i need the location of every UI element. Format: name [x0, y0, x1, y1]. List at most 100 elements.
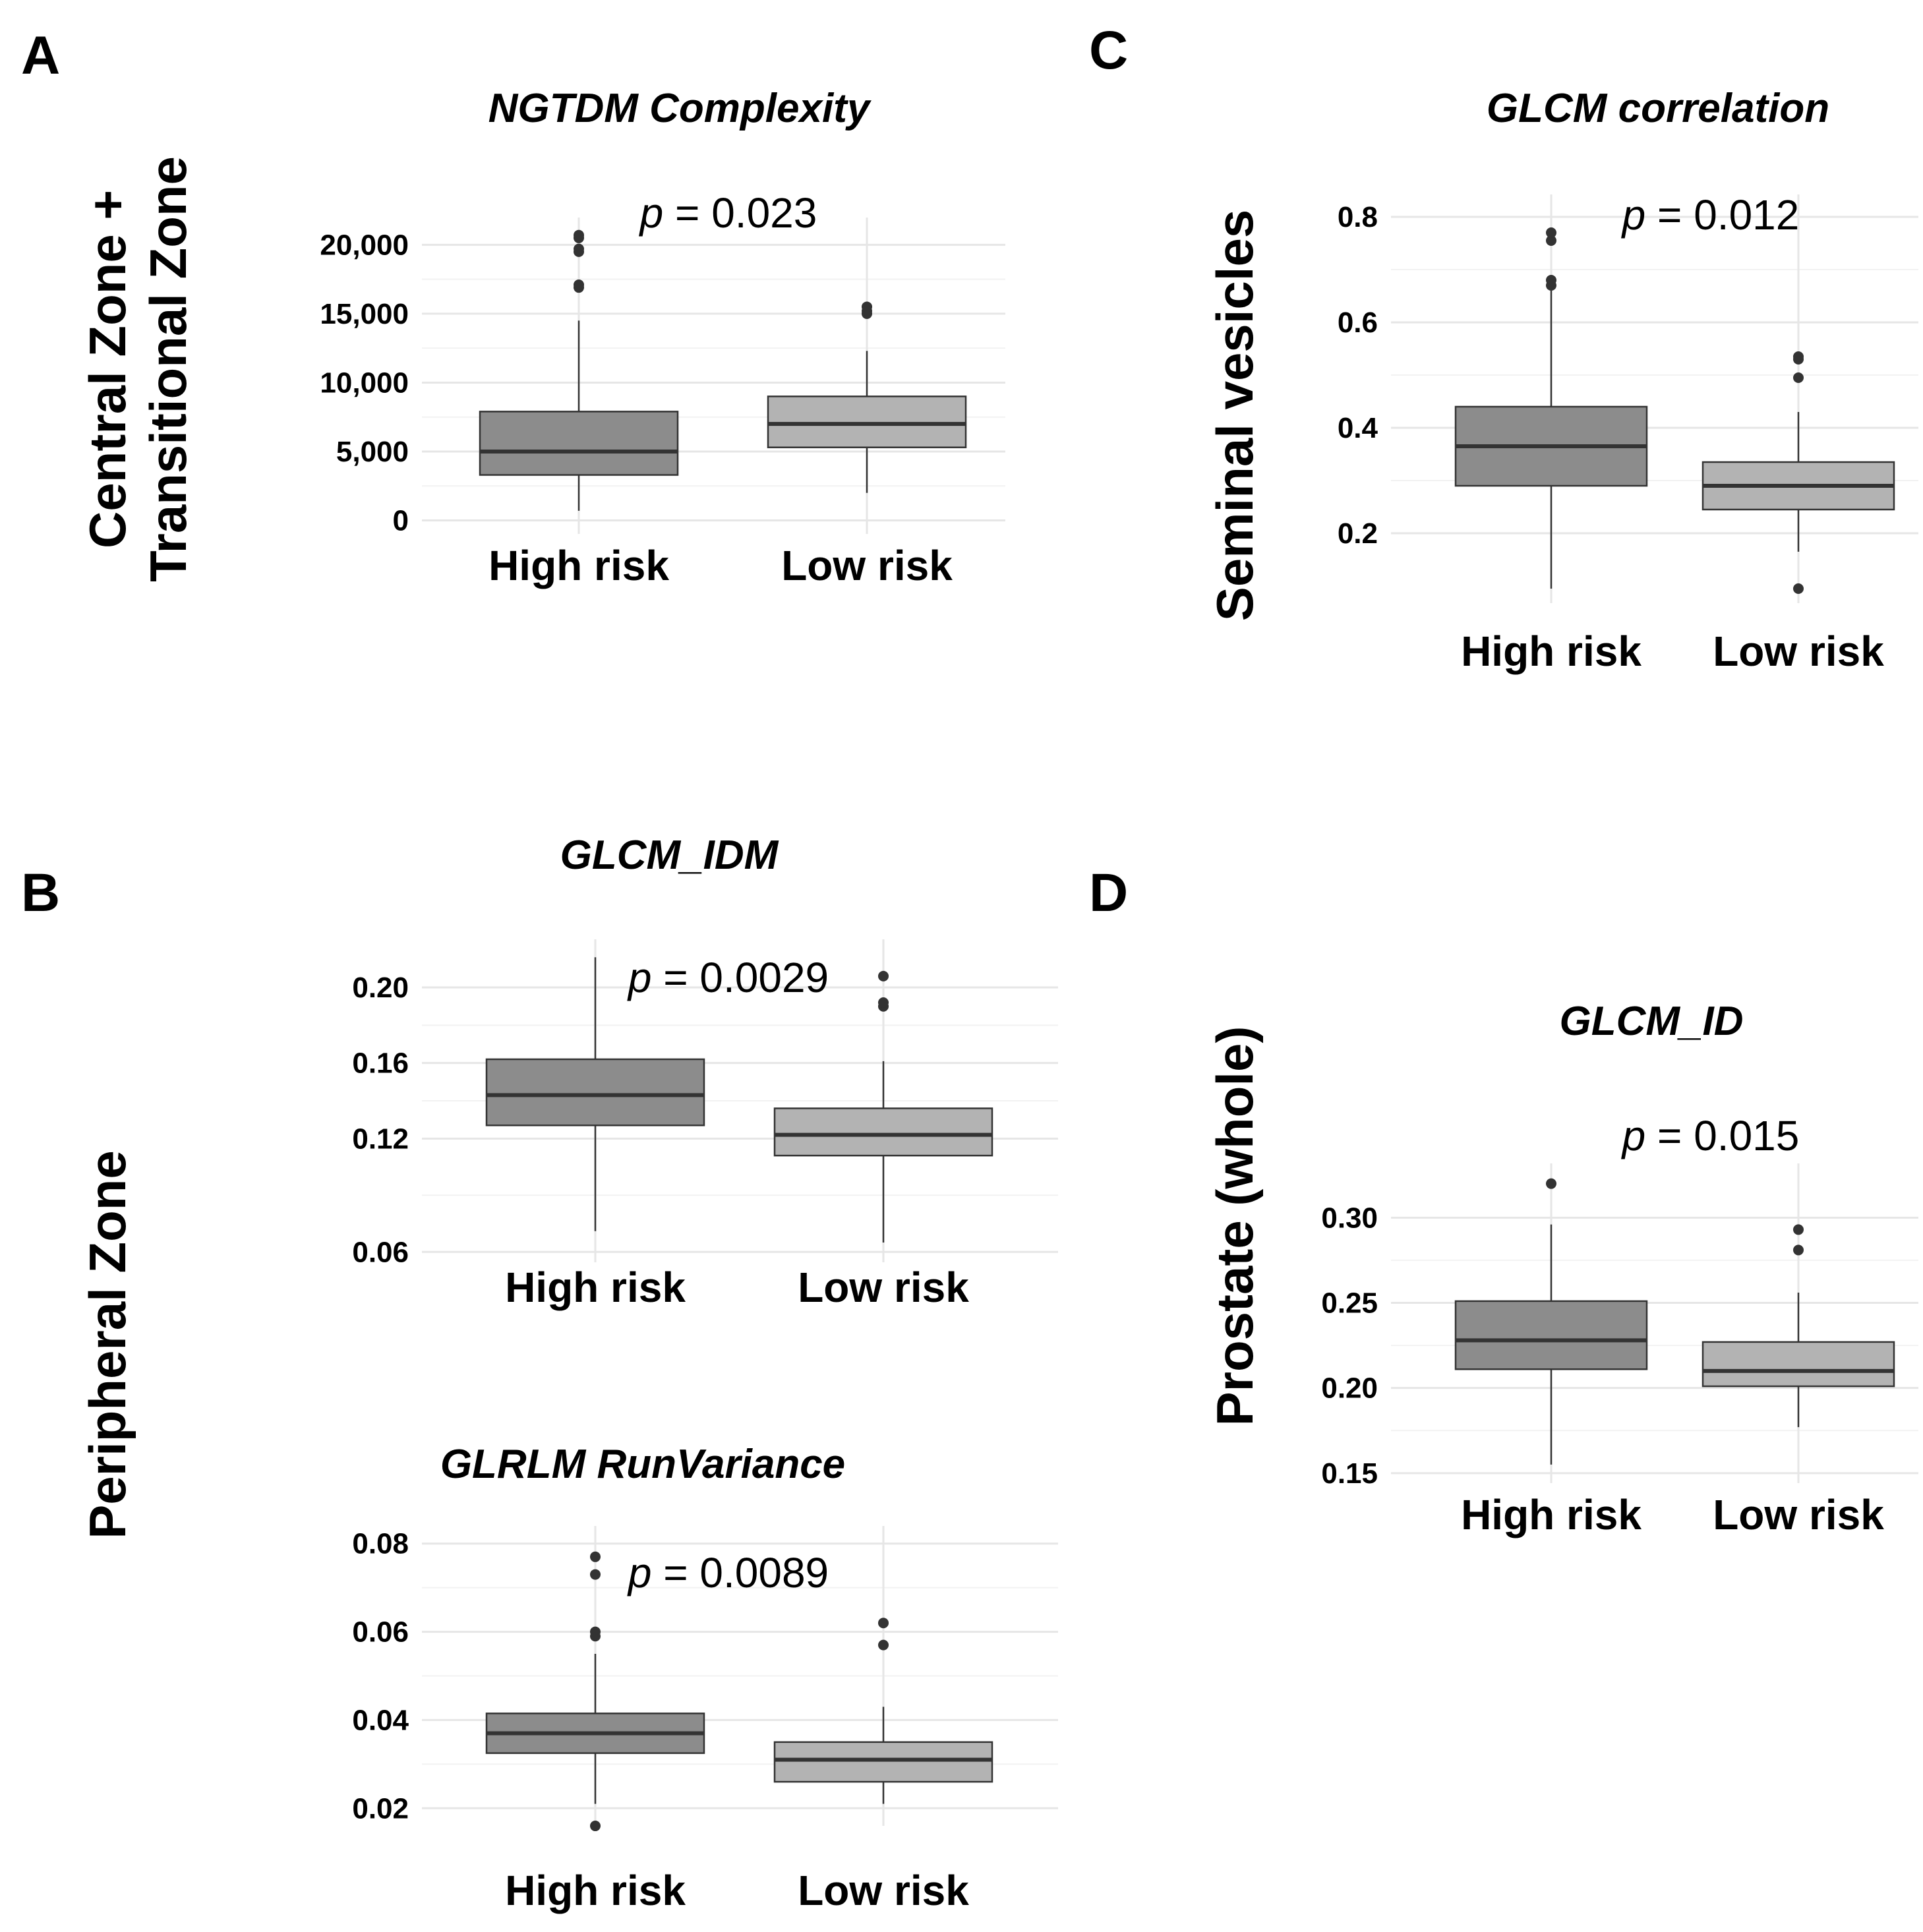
- outlier-point: [1546, 1178, 1556, 1189]
- p-value-annotation: p = 0.0089: [627, 1549, 829, 1596]
- y-tick-label: 0.30: [1321, 1202, 1378, 1234]
- panel-letter-c: C: [1089, 20, 1128, 80]
- outlier-point: [574, 279, 584, 290]
- y-tick-label: 0.4: [1338, 412, 1378, 444]
- box-high-risk: [479, 229, 679, 511]
- p-symbol: p: [639, 189, 664, 237]
- row-label-a-line1: Central Zone +: [78, 190, 136, 548]
- outlier-point: [878, 1639, 889, 1651]
- y-tick-label: 0.06: [352, 1236, 409, 1268]
- box-low-risk: [773, 970, 993, 1243]
- x-category-label: High risk: [1461, 628, 1642, 675]
- plot-title: NGTDM Complexity: [488, 86, 872, 131]
- outlier-point: [878, 997, 889, 1008]
- p-value: = 0.012: [1645, 191, 1799, 239]
- box-high-risk: [485, 957, 705, 1231]
- x-category-label: High risk: [1461, 1491, 1642, 1538]
- x-category-label: Low risk: [1713, 1491, 1884, 1538]
- y-tick-label: 0.8: [1338, 201, 1378, 233]
- y-tick-label: 0.06: [352, 1616, 409, 1649]
- box-high-risk: [1454, 227, 1648, 589]
- panel-letter-a: A: [21, 26, 60, 86]
- y-tick-label: 0.16: [352, 1047, 409, 1080]
- boxplot-glcm-correlation: 0.2 0.4 0.6 0.8 High risk Low risk GLCM correl…: [1338, 86, 1918, 675]
- x-category-label: Low risk: [798, 1264, 969, 1311]
- p-value: = 0.023: [663, 189, 817, 237]
- box-low-risk: [773, 1618, 993, 1804]
- iqr-box: [773, 1741, 993, 1783]
- outlier-point: [574, 229, 584, 241]
- box-high-risk: [1454, 1178, 1648, 1465]
- y-tick-label: 0: [393, 505, 409, 537]
- boxplot-glcm-idm: 0.06 0.12 0.16 0.20 High risk Low risk GLCM_ID…: [352, 833, 1058, 1311]
- outlier-point: [862, 301, 872, 312]
- boxplot-glrlm-runvariance: 0.02 0.04 0.06 0.08 High risk Low risk GLRLM R…: [352, 1442, 1058, 1914]
- outlier-point: [1546, 227, 1556, 238]
- y-tick-label: 0.08: [352, 1528, 409, 1560]
- x-category-label: Low risk: [781, 542, 953, 589]
- boxplot-glcm-id: 0.15 0.20 0.25 0.30 High risk Low risk GLCM_ID…: [1321, 999, 1918, 1538]
- iqr-box: [773, 1107, 993, 1157]
- outlier-point: [1793, 1224, 1804, 1235]
- iqr-box: [1454, 1300, 1648, 1370]
- y-tick-label: 0.04: [352, 1704, 409, 1736]
- p-value: = 0.0089: [651, 1549, 829, 1596]
- iqr-box: [1701, 1341, 1895, 1388]
- y-tick-label: 0.6: [1338, 307, 1378, 339]
- iqr-box: [767, 395, 967, 448]
- p-symbol: p: [1621, 191, 1646, 239]
- p-symbol: p: [627, 1549, 652, 1596]
- row-label-c: Seminal vesicles: [1206, 210, 1264, 621]
- iqr-box: [479, 411, 679, 476]
- boxplot-ngtdm-complexity: 0 5,000 10,000 15,000 20,000 High risk Low ris…: [320, 86, 1005, 589]
- outlier-point: [1793, 372, 1804, 383]
- plot-title: GLCM_IDM: [560, 833, 779, 878]
- outlier-point: [590, 1821, 601, 1832]
- y-tick-label: 0.20: [352, 972, 409, 1004]
- y-tick-label: 5,000: [336, 436, 409, 468]
- box-low-risk: [767, 301, 967, 493]
- x-category-label: High risk: [505, 1264, 686, 1311]
- p-value-annotation: p = 0.012: [1621, 191, 1800, 239]
- y-tick-label: 0.2: [1338, 517, 1378, 550]
- y-tick-label: 0.20: [1321, 1372, 1378, 1405]
- p-value-annotation: p = 0.023: [639, 189, 817, 237]
- plot-title: GLCM_ID: [1560, 999, 1744, 1044]
- p-value: = 0.0029: [651, 954, 829, 1001]
- outlier-point: [1793, 583, 1804, 594]
- box-low-risk: [1701, 1224, 1895, 1428]
- panel-letter-d: D: [1089, 863, 1128, 923]
- y-tick-label: 20,000: [320, 229, 409, 261]
- outlier-point: [1546, 275, 1556, 285]
- plot-title: GLRLM RunVariance: [440, 1442, 845, 1487]
- x-category-label: Low risk: [798, 1867, 969, 1914]
- y-tick-label: 0.12: [352, 1123, 409, 1155]
- y-tick-label: 0.25: [1321, 1287, 1378, 1320]
- outlier-point: [574, 243, 584, 254]
- y-tick-label: 0.02: [352, 1792, 409, 1825]
- outlier-point: [1793, 1244, 1804, 1256]
- x-category-label: High risk: [505, 1867, 686, 1914]
- box-low-risk: [1701, 351, 1895, 594]
- p-value-annotation: p = 0.015: [1621, 1112, 1800, 1159]
- outlier-point: [878, 1618, 889, 1629]
- iqr-box: [485, 1058, 705, 1127]
- y-tick-label: 0.15: [1321, 1457, 1378, 1490]
- p-value: = 0.015: [1645, 1112, 1799, 1159]
- panel-letter-b: B: [21, 863, 60, 923]
- outlier-point: [1793, 351, 1804, 362]
- box-high-risk: [485, 1551, 705, 1832]
- y-tick-label: 15,000: [320, 298, 409, 330]
- row-label-b: Peripheral Zone: [78, 1150, 136, 1539]
- p-symbol: p: [627, 954, 652, 1001]
- p-value-annotation: p = 0.0029: [627, 954, 829, 1001]
- row-label-d: Prostate (whole): [1206, 1026, 1264, 1426]
- row-label-a-line2: Transitional Zone: [139, 156, 197, 582]
- y-tick-label: 10,000: [320, 366, 409, 399]
- p-symbol: p: [1621, 1112, 1646, 1159]
- plot-title: GLCM correlation: [1487, 86, 1829, 131]
- outlier-point: [590, 1569, 601, 1580]
- x-category-label: High risk: [488, 542, 669, 589]
- x-category-label: Low risk: [1713, 628, 1884, 675]
